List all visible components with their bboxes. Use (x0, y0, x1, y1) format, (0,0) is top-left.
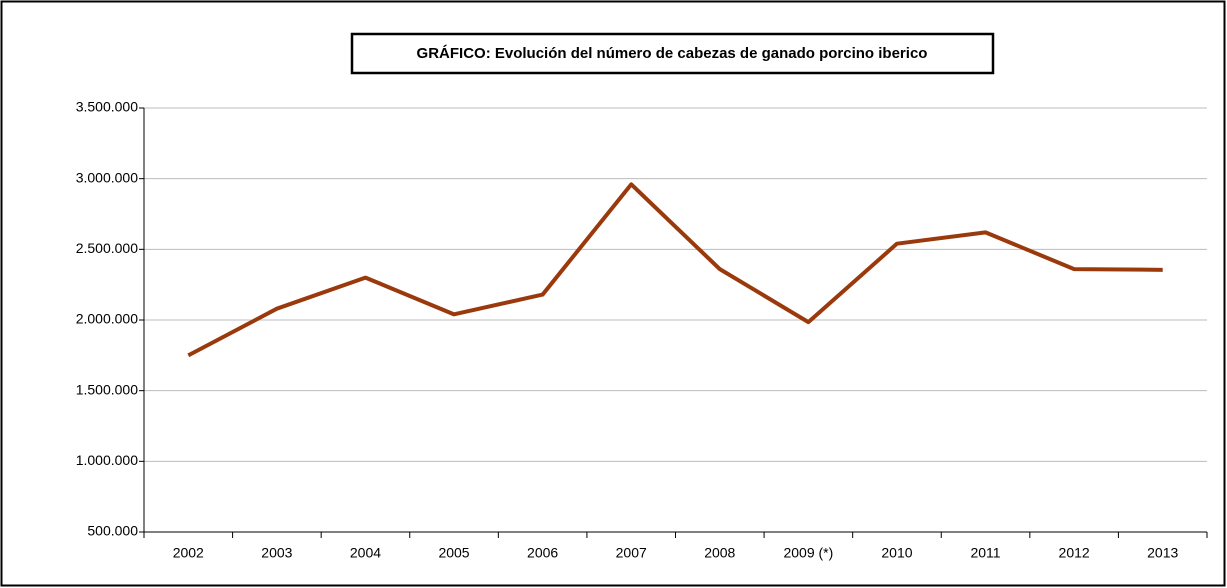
x-tick-label: 2011 (970, 545, 1000, 561)
y-tick-label: 3.000.000 (76, 169, 138, 185)
y-tick-label: 500.000 (87, 523, 138, 539)
data-line (187, 182, 1163, 358)
x-tick-label: 2004 (350, 545, 381, 561)
y-tick-label: 1.000.000 (76, 452, 138, 468)
x-tick-label: 2010 (881, 545, 912, 561)
y-tick-label: 2.000.000 (76, 311, 138, 327)
x-tick-label: 2009 (*) (783, 545, 833, 561)
x-tick-label: 2006 (527, 545, 558, 561)
title-box (350, 32, 995, 75)
x-tick-label: 2005 (438, 545, 469, 561)
y-tick-label: 3.500.000 (76, 99, 138, 115)
x-tick-label: 2013 (1147, 545, 1178, 561)
x-tick-label: 2007 (616, 545, 647, 561)
x-tick-label: 2012 (1059, 545, 1090, 561)
y-tick-label: 1.500.000 (76, 381, 138, 397)
y-tick-label: 2.500.000 (76, 240, 138, 256)
x-tick-label: 2008 (704, 545, 735, 561)
x-tick-label: 2002 (173, 545, 204, 561)
x-tick-label: 2003 (261, 545, 292, 561)
chart-title: GRÁFICO: Evolución del número de cabezas… (417, 45, 928, 62)
